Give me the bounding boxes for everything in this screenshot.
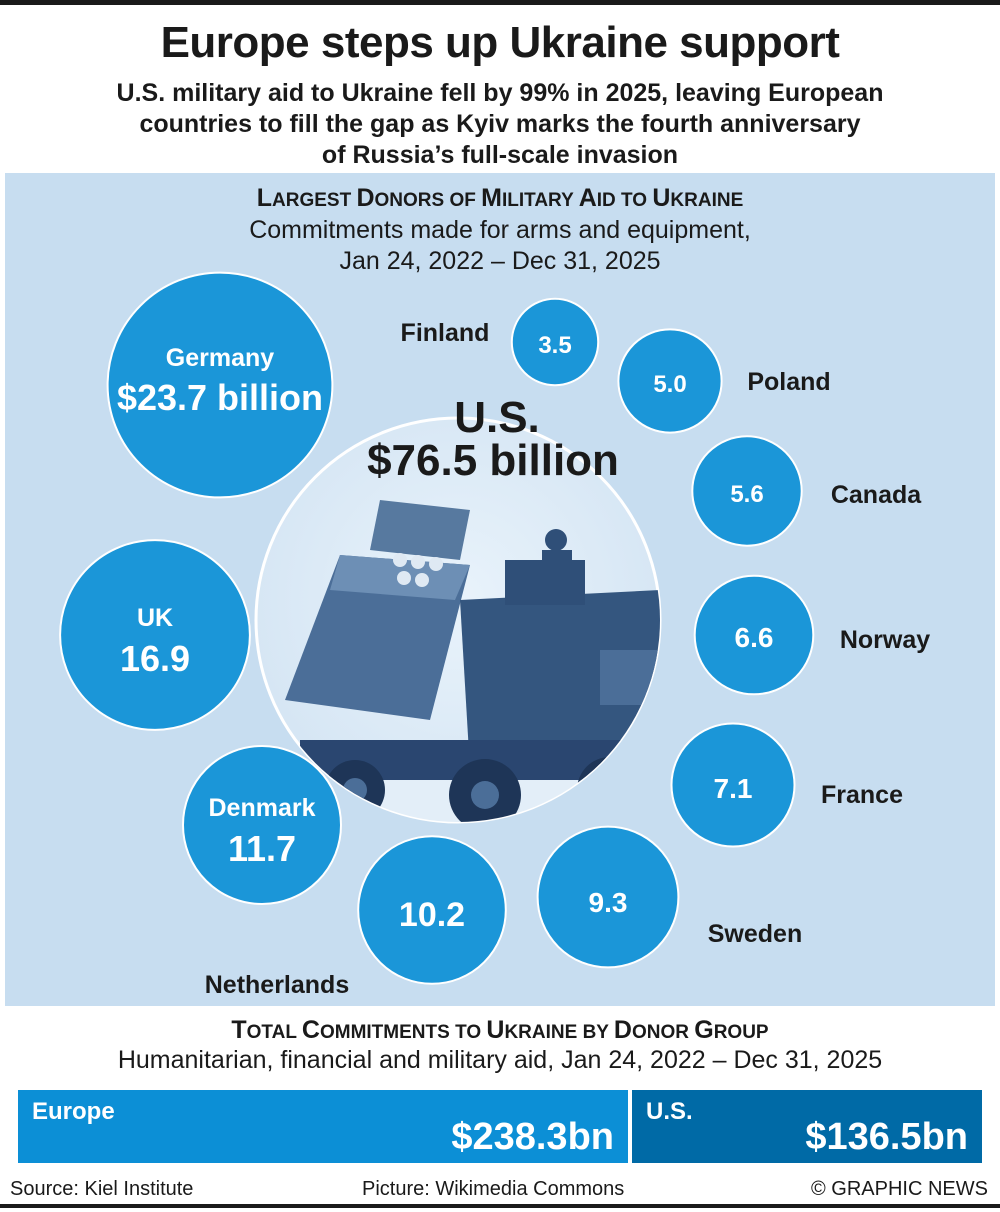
picture-credit: Picture: Wikimedia Commons <box>362 1178 625 1200</box>
europe-bar-label: Europe <box>32 1098 115 1125</box>
germany-bubble: Germany $23.7 billion <box>106 271 334 499</box>
subtitle-line-1: U.S. military aid to Ukraine fell by 99%… <box>116 79 884 107</box>
bubble-chart-title: LARGEST DONORS OF MILITARY AID TO UKRAIN… <box>256 184 744 212</box>
subtitle-line-2: countries to fill the gap as Kyiv marks … <box>139 110 861 138</box>
netherlands-bubble-circle <box>357 835 507 985</box>
canada-bubble-name: Canada <box>831 481 922 509</box>
finland-bubble-circle <box>510 297 600 387</box>
bubble-chart-subtitle-line-2: Jan 24, 2022 – Dec 31, 2025 <box>339 247 661 275</box>
netherlands-bubble: 10.2 Netherlands <box>205 835 507 999</box>
bubble-chart-subtitle: Commitments made for arms and equipment,… <box>0 215 1000 277</box>
sweden-bubble-circle <box>536 825 680 969</box>
europe-bar-value: $238.3bn <box>451 1116 614 1158</box>
canada-bubble-value: 5.6 <box>730 481 763 508</box>
norway-bubble-name: Norway <box>840 626 930 654</box>
poland-bubble-name: Poland <box>747 368 830 396</box>
source-credit: Source: Kiel Institute <box>10 1178 194 1200</box>
us-bubble <box>254 416 662 824</box>
france-bubble: 7.1 France <box>670 722 903 848</box>
germany-bubble-value: $23.7 billion <box>117 377 323 418</box>
us-bar-label: U.S. <box>646 1098 693 1125</box>
finland-bubble-value: 3.5 <box>538 332 571 359</box>
denmark-bubble-circle <box>182 745 342 905</box>
uk-bubble-value: 16.9 <box>120 638 190 679</box>
us-total-bar: U.S. $136.5bn <box>632 1090 982 1163</box>
bottom-rule <box>0 1204 1000 1208</box>
finland-bubble: 3.5 Finland <box>401 297 600 387</box>
norway-bubble-value: 6.6 <box>735 622 774 653</box>
sweden-bubble-name: Sweden <box>708 920 802 948</box>
poland-bubble: 5.0 Poland <box>617 328 831 434</box>
netherlands-bubble-value: 10.2 <box>399 896 465 934</box>
poland-bubble-circle <box>617 328 723 434</box>
page-subtitle: U.S. military aid to Ukraine fell by 99%… <box>60 78 940 171</box>
us-bubble-name: U.S. <box>454 393 540 442</box>
france-bubble-value: 7.1 <box>714 773 753 804</box>
finland-bubble-name: Finland <box>401 319 490 347</box>
canada-bubble-circle <box>691 435 803 547</box>
france-bubble-circle <box>670 722 796 848</box>
page-title: Europe steps up Ukraine support <box>160 18 840 67</box>
uk-bubble: UK 16.9 <box>59 539 251 731</box>
denmark-bubble-value: 11.7 <box>228 828 296 869</box>
donor-group-chart-title: TOTAL COMMITMENTS TO UKRAINE BY DONOR GR… <box>231 1016 769 1044</box>
norway-bubble-circle <box>693 574 815 696</box>
sweden-bubble: 9.3 Sweden <box>536 825 802 969</box>
us-bubble-value: $76.5 billion <box>367 436 619 485</box>
norway-bubble: 6.6 Norway <box>693 574 930 696</box>
bubble-chart: Germany$23.7 billionUK16.9Denmark11.710.… <box>59 271 930 999</box>
donor-group-chart-subtitle: Humanitarian, financial and military aid… <box>117 1046 883 1074</box>
europe-total-bar: Europe $238.3bn <box>18 1090 628 1163</box>
uk-bubble-circle <box>59 539 251 731</box>
subtitle-line-3: of Russia’s full-scale invasion <box>321 141 679 169</box>
germany-bubble-circle <box>106 271 334 499</box>
bubble-chart-subtitle-line-1: Commitments made for arms and equipment, <box>249 216 751 244</box>
top-rule <box>0 0 1000 10</box>
denmark-bubble-name: Denmark <box>209 794 316 822</box>
germany-bubble-name: Germany <box>166 344 274 372</box>
graphic-news-credit: © GRAPHIC NEWS <box>811 1178 988 1200</box>
uk-bubble-name: UK <box>137 604 173 632</box>
sweden-bubble-value: 9.3 <box>589 887 628 918</box>
us-bar-value: $136.5bn <box>805 1116 968 1158</box>
france-bubble-name: France <box>821 781 903 809</box>
canada-bubble: 5.6 Canada <box>691 435 922 547</box>
poland-bubble-value: 5.0 <box>653 371 686 398</box>
denmark-bubble: Denmark 11.7 <box>182 745 342 905</box>
netherlands-bubble-name: Netherlands <box>205 971 349 999</box>
